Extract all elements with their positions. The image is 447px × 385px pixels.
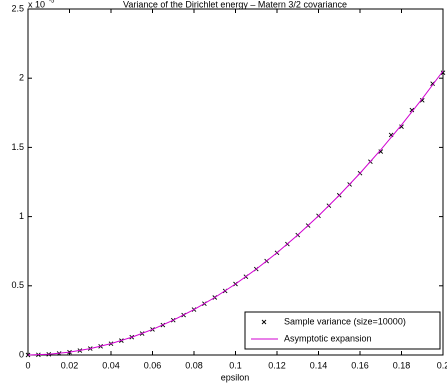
x-tick-label: 0.14 [310, 360, 328, 370]
x-tick-label: 0.08 [185, 360, 203, 370]
series-line [27, 70, 444, 356]
legend-label: Sample variance (size=10000) [284, 316, 406, 326]
x-tick-label: 0.12 [268, 360, 286, 370]
y-tick-label: 1 [19, 211, 24, 221]
x-tick-label: 0.02 [61, 360, 79, 370]
data-point [378, 149, 384, 154]
y-tick-label: 0 [19, 349, 24, 359]
y-tick-label: 2 [19, 73, 24, 83]
plot-area [27, 8, 444, 356]
legend-marker [261, 319, 267, 325]
legend-label: Asymptotic expansion [284, 333, 372, 343]
x-tick-label: 0 [25, 360, 30, 370]
x-tick-label: 0.2 [437, 360, 447, 370]
x-tick-label: 0.18 [393, 360, 411, 370]
x-tick-label: 0.16 [351, 360, 369, 370]
y-tick-label: 2.5 [11, 3, 24, 13]
x-tick-label: 0.06 [144, 360, 162, 370]
x-axis-label: epsilon [221, 372, 250, 382]
data-point [440, 70, 446, 75]
y-scale-exponent: -5 [49, 0, 55, 5]
x-tick-label: 0.04 [102, 360, 120, 370]
y-tick-label: 0.5 [11, 280, 24, 290]
chart-title: Variance of the Dirichlet energy – Mater… [123, 0, 347, 9]
legend-box [244, 311, 441, 350]
data-point [409, 107, 415, 113]
x-tick-label: 0.1 [229, 360, 242, 370]
data-point [419, 98, 425, 103]
data-point [399, 124, 404, 129]
y-scale-label: x 10 [28, 0, 45, 9]
y-tick-label: 1.5 [11, 142, 24, 152]
